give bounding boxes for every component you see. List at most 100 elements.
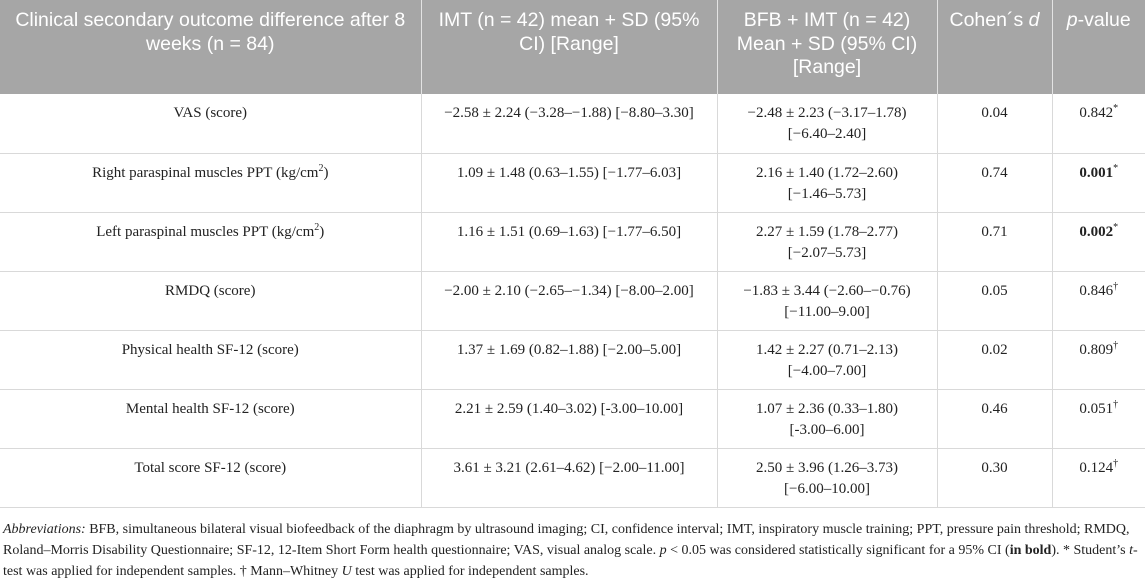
mw-post: test was applied for independent samples… xyxy=(351,563,589,579)
bfb-imt-line2: [-3.00–6.00] xyxy=(789,421,865,438)
p-value-cell: 0.809† xyxy=(1052,330,1145,390)
bfb-imt-cell: 1.42 ± 2.27 (0.71–2.13) [−4.00–7.00] xyxy=(717,330,938,390)
bfb-imt-line1: 1.42 ± 2.27 (0.71–2.13) xyxy=(756,341,898,358)
bfb-imt-line2: [−2.07–5.73] xyxy=(787,244,867,261)
cohens-d-cell: 0.05 xyxy=(937,271,1053,331)
bfb-imt-line1: 2.50 ± 3.96 (1.26–3.73) xyxy=(756,459,898,476)
outcome-label: Mental health SF-12 (score) xyxy=(125,400,295,417)
bfb-imt-cell: 2.16 ± 1.40 (1.72–2.60) [−1.46–5.73] xyxy=(717,153,938,213)
table-row: Left paraspinal muscles PPT (kg/cm2) 1.16… xyxy=(0,212,1145,272)
student-t: t xyxy=(1129,542,1134,558)
cohens-d-cell: 0.74 xyxy=(937,153,1053,213)
outcome-cell: RMDQ (score) xyxy=(0,271,422,331)
mw-mark: † xyxy=(236,563,251,579)
bfb-imt-cell: 1.07 ± 2.36 (0.33–1.80) [-3.00–6.00] xyxy=(717,389,938,449)
p-value: 0.842 xyxy=(1079,105,1114,121)
outcome-cell: Physical health SF-12 (score) xyxy=(0,330,422,390)
header-d-italic: d xyxy=(1028,9,1040,31)
student-mark: * xyxy=(1059,542,1074,558)
bfb-imt-line1: 1.07 ± 2.36 (0.33–1.80) xyxy=(756,400,898,417)
bfb-imt-cell: −1.83 ± 3.44 (−2.60–−0.76) [−11.00–9.00] xyxy=(717,271,938,331)
outcome-label: VAS (score) xyxy=(173,105,247,121)
bfb-imt-line2: [−11.00–9.00] xyxy=(784,303,870,320)
outcome-cell: Mental health SF-12 (score) xyxy=(0,389,422,449)
unit-superscript: 2 xyxy=(318,162,324,174)
header-p-value: p-value xyxy=(1052,0,1145,94)
bfb-imt-line2: [−4.00–7.00] xyxy=(787,362,867,379)
bfb-imt-line2: [−6.40–2.40] xyxy=(787,126,867,142)
imt-cell: 3.61 ± 3.21 (2.61–4.62) [−2.00–11.00] xyxy=(421,448,718,508)
imt-cell: −2.00 ± 2.10 (−2.65–−1.34) [−8.00–2.00] xyxy=(421,271,718,331)
header-cohens-text: Cohen´s xyxy=(949,9,1029,31)
cohens-d-cell: 0.30 xyxy=(937,448,1053,508)
header-bfb-imt: BFB + IMT (n = 42) Mean + SD (95% CI) [R… xyxy=(717,0,938,94)
header-value-text: -value xyxy=(1077,9,1131,31)
header-cohens-d: Cohen´s d xyxy=(937,0,1053,94)
bfb-imt-line2: [−6.00–10.00] xyxy=(784,480,870,497)
bfb-imt-line1: −2.48 ± 2.23 (−3.17–1.78) xyxy=(747,105,907,121)
p-value-cell: 0.846† xyxy=(1052,271,1145,331)
in-bold-text: in bold xyxy=(1009,542,1052,558)
abbreviations-text: BFB, simultaneous bilateral visual biofe… xyxy=(3,521,1130,558)
outcome-label: Right paraspinal muscles PPT (kg/cm xyxy=(92,164,319,181)
unit-superscript: 2 xyxy=(314,221,320,233)
p-italic: p xyxy=(659,542,667,558)
test-marker: * xyxy=(1113,162,1119,174)
outcome-cell: VAS (score) xyxy=(0,94,422,154)
table-row: Physical health SF-12 (score) 1.37 ± 1.69… xyxy=(0,330,1145,390)
table-row: Total score SF-12 (score) 3.61 ± 3.21 (2.… xyxy=(0,448,1145,508)
outcome-cell: Right paraspinal muscles PPT (kg/cm2) xyxy=(0,153,422,213)
bfb-imt-cell: 2.50 ± 3.96 (1.26–3.73) [−6.00–10.00] xyxy=(717,448,938,508)
outcome-label: Total score SF-12 (score) xyxy=(134,459,287,476)
mw-u: U xyxy=(341,563,352,579)
mw-pre: Mann–Whitney xyxy=(250,563,342,579)
outcomes-table: Clinical secondary outcome difference af… xyxy=(0,0,1145,508)
outcome-cell: Left paraspinal muscles PPT (kg/cm2) xyxy=(0,212,422,272)
table-row: RMDQ (score) −2.00 ± 2.10 (−2.65–−1.34) [… xyxy=(0,271,1145,331)
test-marker: * xyxy=(1113,221,1119,233)
outcome-label: Physical health SF-12 (score) xyxy=(121,341,299,358)
cohens-d-cell: 0.04 xyxy=(937,94,1053,154)
table-row: VAS (score) −2.58 ± 2.24 (−3.28–−1.88) [−… xyxy=(0,94,1145,154)
outcome-cell: Total score SF-12 (score) xyxy=(0,448,422,508)
significance-text: < 0.05 was considered statistically sign… xyxy=(666,542,1010,558)
imt-cell: 1.09 ± 1.48 (0.63–1.55) [−1.77–6.03] xyxy=(421,153,718,213)
bfb-imt-line1: 2.16 ± 1.40 (1.72–2.60) xyxy=(756,164,898,181)
test-marker: † xyxy=(1113,457,1119,469)
p-value: 0.809 xyxy=(1079,341,1114,358)
test-marker: † xyxy=(1113,398,1119,410)
p-value: 0.846 xyxy=(1079,282,1114,299)
cohens-d-cell: 0.46 xyxy=(937,389,1053,449)
bfb-imt-cell: −2.48 ± 2.23 (−3.17–1.78) [−6.40–2.40] xyxy=(717,94,938,154)
p-value: 0.002 xyxy=(1079,223,1114,240)
test-marker: † xyxy=(1113,339,1119,351)
cohens-d-cell: 0.02 xyxy=(937,330,1053,390)
p-value-cell: 0.002* xyxy=(1052,212,1145,272)
p-value-cell: 0.001* xyxy=(1052,153,1145,213)
p-value-cell: 0.842* xyxy=(1052,94,1145,154)
header-outcome: Clinical secondary outcome difference af… xyxy=(0,0,422,94)
p-value-cell: 0.124† xyxy=(1052,448,1145,508)
imt-cell: 2.21 ± 2.59 (1.40–3.02) [-3.00–10.00] xyxy=(421,389,718,449)
imt-cell: 1.16 ± 1.51 (0.69–1.63) [−1.77–6.50] xyxy=(421,212,718,272)
outcome-label: Left paraspinal muscles PPT (kg/cm xyxy=(96,223,315,240)
bfb-imt-line1: −1.83 ± 3.44 (−2.60–−0.76) xyxy=(743,282,911,299)
test-marker: * xyxy=(1113,103,1119,114)
table-row: Mental health SF-12 (score) 2.21 ± 2.59 (… xyxy=(0,389,1145,449)
significance-end: ). xyxy=(1051,542,1060,558)
table-row: Right paraspinal muscles PPT (kg/cm2) 1.0… xyxy=(0,153,1145,213)
cohens-d-cell: 0.71 xyxy=(937,212,1053,272)
p-value: 0.051 xyxy=(1079,400,1114,417)
outcome-label: RMDQ (score) xyxy=(165,282,256,299)
header-imt: IMT (n = 42) mean + SD (95% CI) [Range] xyxy=(421,0,718,94)
table-footnote: Abbreviations: BFB, simultaneous bilater… xyxy=(0,508,1145,582)
test-marker: † xyxy=(1113,280,1119,292)
header-row: Clinical secondary outcome difference af… xyxy=(0,0,1145,94)
p-value-cell: 0.051† xyxy=(1052,389,1145,449)
p-value: 0.001 xyxy=(1079,164,1114,181)
bfb-imt-line1: 2.27 ± 1.59 (1.78–2.77) xyxy=(756,223,898,240)
imt-cell: 1.37 ± 1.69 (0.82–1.88) [−2.00–5.00] xyxy=(421,330,718,390)
bfb-imt-cell: 2.27 ± 1.59 (1.78–2.77) [−2.07–5.73] xyxy=(717,212,938,272)
imt-cell: −2.58 ± 2.24 (−3.28–−1.88) [−8.80–3.30] xyxy=(421,94,718,154)
abbreviations-label: Abbreviations: xyxy=(3,521,86,537)
